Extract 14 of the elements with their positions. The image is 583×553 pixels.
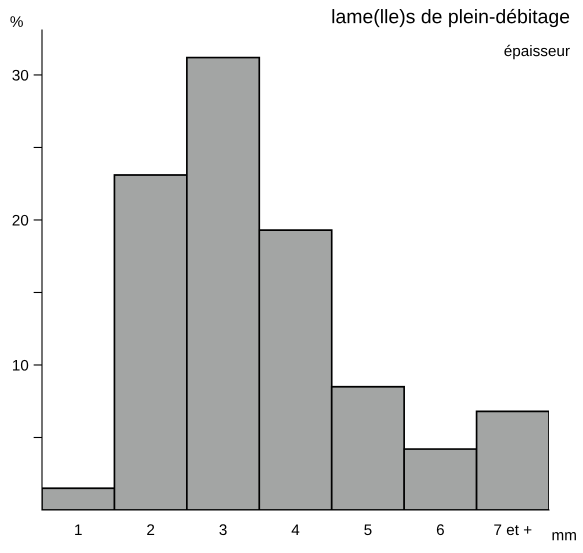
annotation: épaisseur bbox=[504, 44, 570, 60]
y-tick-label: 10 bbox=[12, 360, 28, 371]
x-tick-label: 2 bbox=[147, 524, 154, 535]
x-tick-label: 6 bbox=[436, 524, 444, 536]
chart-title: lame(lle)s de plein-débitage bbox=[332, 8, 570, 28]
y-axis-title: % bbox=[10, 16, 23, 27]
x-tick-label: 3 bbox=[219, 524, 227, 536]
x-tick-label: 7 et + bbox=[494, 524, 532, 536]
x-tick-label: 1 bbox=[75, 524, 82, 535]
x-axis-title: mm bbox=[552, 532, 576, 540]
x-tick-label: 5 bbox=[364, 524, 372, 536]
y-tick-label: 20 bbox=[12, 214, 28, 226]
x-tick-label: 4 bbox=[292, 524, 300, 535]
y-tick-label: 30 bbox=[12, 70, 28, 81]
